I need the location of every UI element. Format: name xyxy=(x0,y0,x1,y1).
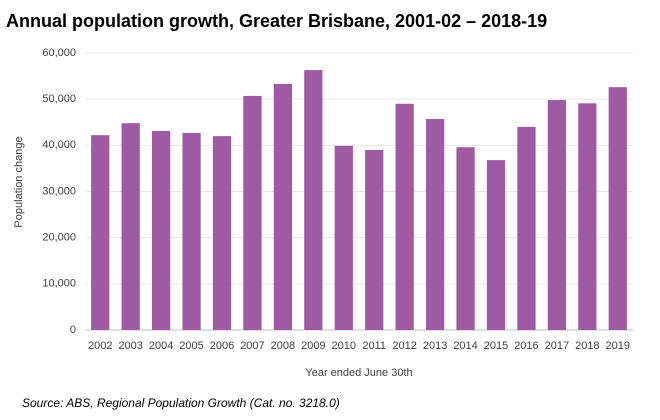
bar xyxy=(425,119,445,330)
bar xyxy=(486,160,506,330)
x-tick-label: 2014 xyxy=(453,340,477,352)
x-tick-label: 2008 xyxy=(271,340,295,352)
x-tick-label: 2009 xyxy=(301,340,325,352)
y-tick-label: 60,000 xyxy=(42,47,76,59)
bar xyxy=(304,70,323,330)
bar xyxy=(365,149,384,330)
y-tick-label: 40,000 xyxy=(42,139,76,151)
x-tick-label: 2012 xyxy=(392,340,416,352)
x-tick-label: 2018 xyxy=(575,340,599,352)
x-tick-label: 2007 xyxy=(240,340,264,352)
source-note: Source: ABS, Regional Population Growth … xyxy=(22,396,340,410)
x-tick-label: 2006 xyxy=(210,340,234,352)
x-tick-label: 2010 xyxy=(332,340,356,352)
x-tick-label: 2002 xyxy=(88,340,112,352)
y-tick-label: 0 xyxy=(70,324,76,336)
y-tick-label: 50,000 xyxy=(42,93,76,105)
bar xyxy=(212,136,232,330)
bar xyxy=(273,83,293,330)
bar xyxy=(395,103,414,331)
x-tick-label: 2015 xyxy=(484,340,508,352)
x-tick-label: 2004 xyxy=(149,340,173,352)
bar xyxy=(517,126,536,330)
x-tick-label: 2016 xyxy=(514,340,538,352)
bar xyxy=(151,131,171,330)
bar xyxy=(578,103,597,331)
y-tick-label: 20,000 xyxy=(42,232,76,244)
bar xyxy=(91,135,110,330)
x-tick-label: 2017 xyxy=(545,340,569,352)
x-tick-label: 2019 xyxy=(606,340,630,352)
bar xyxy=(243,95,262,330)
bar xyxy=(121,123,140,330)
x-tick-label: 2011 xyxy=(362,340,386,352)
bar xyxy=(456,147,475,330)
y-tick-label: 10,000 xyxy=(42,278,76,290)
bar xyxy=(608,87,627,330)
bar xyxy=(547,100,567,330)
x-tick-label: 2013 xyxy=(423,340,447,352)
y-axis-label: Population change xyxy=(13,136,25,227)
x-tick-label: 2005 xyxy=(179,340,203,352)
bar xyxy=(334,145,353,330)
chart-title: Annual population growth, Greater Brisba… xyxy=(6,11,547,31)
bar xyxy=(182,132,201,330)
y-tick-label: 30,000 xyxy=(42,185,76,197)
x-tick-label: 2003 xyxy=(118,340,142,352)
x-axis-label: Year ended June 30th xyxy=(305,367,412,379)
